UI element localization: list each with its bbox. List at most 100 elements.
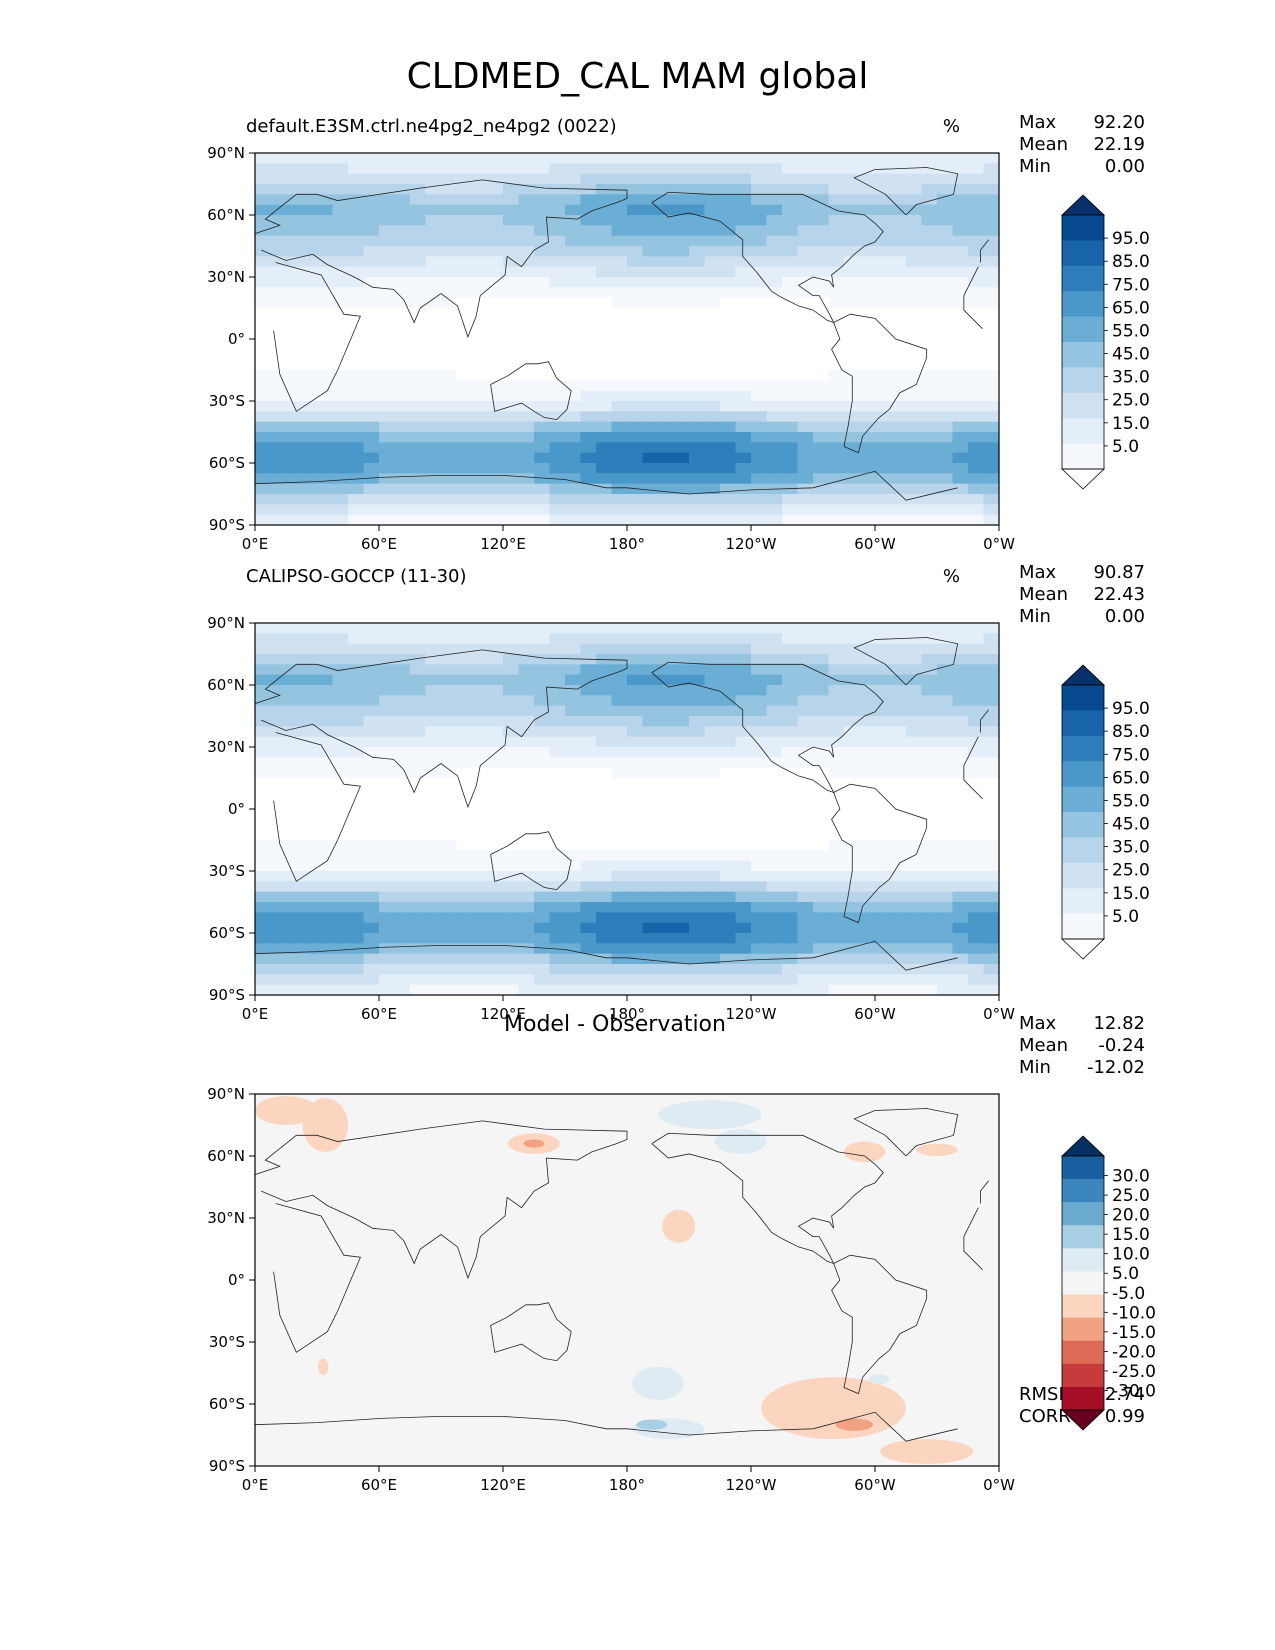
data-cell <box>410 442 427 454</box>
data-cell <box>735 256 752 268</box>
data-cell <box>472 401 489 412</box>
data-cell <box>828 494 845 505</box>
data-cell <box>704 912 721 924</box>
data-cell <box>456 674 473 686</box>
data-cell <box>952 277 969 288</box>
data-cell <box>875 380 892 392</box>
data-cell <box>921 297 938 309</box>
data-cell <box>859 716 876 727</box>
data-cell <box>472 778 489 789</box>
data-cell <box>751 933 768 944</box>
data-cell <box>394 860 411 872</box>
data-cell <box>518 726 535 738</box>
data-cell <box>890 153 907 164</box>
data-cell <box>270 483 287 495</box>
data-cell <box>472 860 489 872</box>
data-cell <box>255 654 272 665</box>
data-cell <box>270 339 287 350</box>
data-cell <box>255 421 272 433</box>
data-cell <box>518 902 535 913</box>
data-cell <box>549 736 566 748</box>
data-cell <box>968 788 985 800</box>
data-cell <box>952 933 969 944</box>
data-cell <box>456 483 473 495</box>
data-cell <box>627 432 644 443</box>
data-cell <box>735 349 752 361</box>
data-cell <box>704 953 721 965</box>
data-cell <box>844 623 861 634</box>
data-cell <box>286 685 303 696</box>
data-cell <box>441 633 458 645</box>
data-cell <box>859 194 876 206</box>
data-cell <box>611 463 628 474</box>
data-cell <box>534 153 551 164</box>
data-cell <box>487 153 504 164</box>
data-cell <box>487 494 504 505</box>
data-cell <box>704 339 721 350</box>
data-cell <box>890 902 907 913</box>
data-cell <box>487 504 504 516</box>
data-cell <box>689 819 706 831</box>
data-cell <box>580 778 597 789</box>
data-cell <box>875 964 892 975</box>
data-cell <box>301 685 318 696</box>
data-cell <box>441 819 458 831</box>
data-cell <box>534 778 551 789</box>
data-cell <box>921 767 938 779</box>
data-cell <box>348 891 365 903</box>
data-cell <box>813 380 830 392</box>
data-cell <box>596 380 613 392</box>
data-cell <box>720 401 737 412</box>
data-cell <box>968 318 985 330</box>
data-cell <box>983 747 999 758</box>
data-cell <box>921 463 938 474</box>
data-cell <box>286 850 303 862</box>
data-cell <box>286 473 303 485</box>
data-cell <box>828 452 845 464</box>
data-cell <box>828 339 845 350</box>
data-cell <box>394 349 411 361</box>
data-cell <box>627 504 644 516</box>
data-cell <box>766 432 783 443</box>
data-cell <box>580 964 597 975</box>
data-cell <box>751 494 768 505</box>
data-cell <box>813 974 830 986</box>
data-cell <box>255 235 272 247</box>
data-cell <box>828 809 845 820</box>
data-cell <box>720 643 737 655</box>
data-cell <box>363 483 380 495</box>
data-cell <box>751 860 768 872</box>
data-cell <box>859 933 876 944</box>
data-cell <box>906 705 923 717</box>
data-cell <box>828 984 845 995</box>
data-cell <box>797 173 814 185</box>
data-cell <box>441 184 458 195</box>
data-cell <box>735 871 752 882</box>
data-cell <box>596 421 613 433</box>
data-cell <box>921 380 938 392</box>
data-cell <box>658 623 675 634</box>
data-cell <box>658 483 675 495</box>
data-cell <box>317 943 334 955</box>
data-cell <box>642 432 659 443</box>
data-cell <box>332 943 349 955</box>
data-cell <box>642 881 659 893</box>
data-cell <box>937 860 954 872</box>
data-cell <box>255 933 272 944</box>
data-cell <box>596 623 613 634</box>
data-cell <box>286 194 303 206</box>
data-cell <box>317 328 334 340</box>
data-cell <box>348 902 365 913</box>
data-cell <box>286 726 303 738</box>
data-cell <box>611 432 628 443</box>
data-cell <box>410 705 427 717</box>
data-cell <box>255 287 272 299</box>
data-cell <box>797 891 814 903</box>
data-cell <box>906 266 923 278</box>
data-cell <box>906 922 923 934</box>
data-cell <box>828 736 845 748</box>
data-cell <box>689 173 706 185</box>
data-cell <box>844 411 861 423</box>
data-cell <box>332 452 349 464</box>
data-cell <box>534 871 551 882</box>
